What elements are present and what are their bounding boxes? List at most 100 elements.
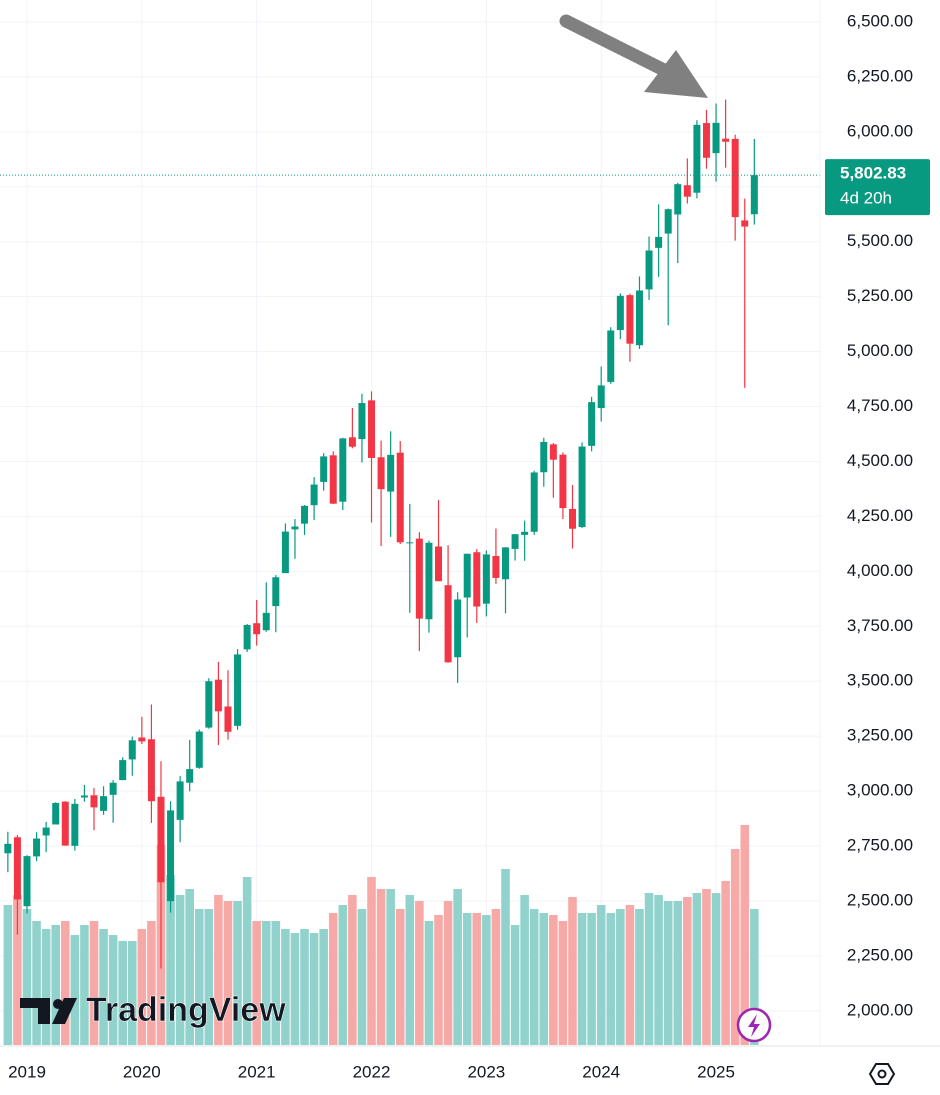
volume-bar xyxy=(577,913,587,1045)
y-tick-label: 6,500.00 xyxy=(847,11,913,30)
volume-bar xyxy=(501,869,510,1045)
y-tick-label: 5,000.00 xyxy=(847,341,913,360)
candle-body xyxy=(568,508,576,529)
candle-body xyxy=(521,531,529,535)
volume-bar xyxy=(309,933,319,1045)
candle-body xyxy=(13,837,21,900)
candle-body xyxy=(205,681,213,728)
candle-body xyxy=(463,553,471,598)
candle-body xyxy=(626,295,634,344)
volume-bar xyxy=(558,921,568,1045)
volume-bar xyxy=(185,889,194,1045)
candle-body xyxy=(310,484,318,506)
volume-bar xyxy=(443,901,453,1045)
volume-bar xyxy=(80,925,89,1045)
candle-body xyxy=(234,654,242,726)
candle-body xyxy=(655,236,663,248)
volume-bar xyxy=(625,905,635,1045)
volume-bar xyxy=(32,921,41,1045)
x-tick-label: 2020 xyxy=(123,1062,161,1081)
candle-body xyxy=(607,330,615,382)
volume-bar xyxy=(60,921,70,1045)
x-tick-label: 2025 xyxy=(697,1062,735,1081)
volume-bar xyxy=(644,893,654,1045)
y-tick-label: 3,500.00 xyxy=(847,671,913,690)
volume-bar xyxy=(453,889,462,1045)
volume-bar xyxy=(319,929,328,1045)
candle-body xyxy=(578,446,586,527)
volume-bar xyxy=(108,935,118,1045)
candle-body xyxy=(444,585,452,663)
countdown: 4d 20h xyxy=(840,189,892,208)
volume-bar xyxy=(118,941,127,1045)
candle-body xyxy=(415,538,423,619)
volume-bar xyxy=(252,921,261,1045)
volume-bar xyxy=(415,901,424,1045)
candle-body xyxy=(454,599,462,658)
volume-bar xyxy=(702,889,711,1045)
candle-body xyxy=(635,290,643,346)
candle-body xyxy=(224,706,232,732)
volume-bar xyxy=(740,825,750,1045)
candle-body xyxy=(33,838,41,857)
candle-body xyxy=(281,531,289,574)
volume-bar xyxy=(175,895,185,1045)
x-tick-label: 2023 xyxy=(467,1062,505,1081)
candle-body xyxy=(482,554,490,604)
candle-body xyxy=(195,731,203,768)
y-tick-label: 3,250.00 xyxy=(847,726,913,745)
candle-body xyxy=(42,827,50,836)
volume-bar xyxy=(233,901,242,1045)
volume-bar xyxy=(395,909,405,1045)
candle-body xyxy=(664,209,672,234)
candle-body xyxy=(253,623,261,635)
volume-bar xyxy=(730,849,740,1045)
y-tick-label: 4,000.00 xyxy=(847,561,913,580)
settings-button[interactable] xyxy=(868,1063,896,1085)
volume-bar xyxy=(616,909,625,1045)
candle-body xyxy=(348,437,356,447)
candle-body xyxy=(683,185,691,197)
candle-body xyxy=(722,138,730,142)
volume-bar xyxy=(214,895,223,1045)
volume-bar xyxy=(204,909,214,1045)
candle-body xyxy=(674,184,682,215)
candle-body xyxy=(61,801,69,846)
candle-body xyxy=(396,452,404,543)
y-tick-label: 6,000.00 xyxy=(847,121,913,140)
candle-body xyxy=(377,457,385,490)
candle-body xyxy=(214,679,222,712)
candle-body xyxy=(406,542,414,544)
candle-body xyxy=(741,220,749,227)
y-tick-label: 4,250.00 xyxy=(847,506,913,525)
volume-bar xyxy=(261,921,271,1045)
y-tick-label: 3,750.00 xyxy=(847,616,913,635)
volume-bar xyxy=(654,895,663,1045)
candle-body xyxy=(71,803,79,846)
candle-body xyxy=(339,438,347,502)
volume-bar xyxy=(357,909,367,1045)
volume-bar xyxy=(99,929,108,1045)
candle-body xyxy=(147,739,155,802)
candle-body xyxy=(387,454,395,492)
candle-body xyxy=(616,295,624,331)
volume-bar xyxy=(328,913,338,1045)
candle-body xyxy=(272,577,280,607)
volume-bar xyxy=(338,905,348,1045)
candle-body xyxy=(588,402,596,446)
volume-bar xyxy=(51,925,60,1045)
candle-body xyxy=(4,843,12,854)
volume-bar xyxy=(491,909,501,1045)
candle-body xyxy=(167,810,175,902)
lightning-button[interactable] xyxy=(736,1007,772,1043)
volume-bar xyxy=(683,897,692,1045)
candle-body xyxy=(358,403,366,440)
y-tick-label: 2,250.00 xyxy=(847,945,913,964)
volume-bar xyxy=(300,929,309,1045)
candle-body xyxy=(243,624,251,650)
candle-body xyxy=(119,760,127,781)
y-tick-label: 2,000.00 xyxy=(847,1000,913,1019)
volume-bar xyxy=(750,909,759,1045)
candle-body xyxy=(186,769,194,783)
volume-bar xyxy=(13,895,22,1045)
